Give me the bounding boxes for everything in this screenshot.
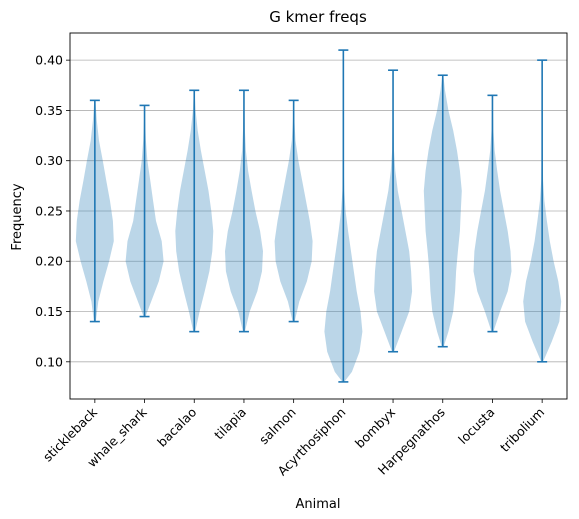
x-tick-label: tribolium xyxy=(497,405,547,455)
x-tick-label: locusta xyxy=(455,405,497,447)
x-axis-label: Animal xyxy=(296,497,341,512)
y-tick-label: 0.35 xyxy=(35,103,63,118)
y-tick-label: 0.20 xyxy=(35,254,63,269)
grid-lines xyxy=(70,59,567,363)
x-tick-label: salmon xyxy=(256,405,299,448)
x-tick-label: bombyx xyxy=(352,405,398,451)
y-tick-label: 0.30 xyxy=(35,153,63,168)
y-tick-label: 0.40 xyxy=(35,53,63,68)
y-tick-label: 0.25 xyxy=(35,203,63,218)
x-tick-label: tilapia xyxy=(211,405,249,443)
chart-title: G kmer freqs xyxy=(269,8,367,26)
y-tick-label: 0.15 xyxy=(35,304,63,319)
y-tick-label: 0.10 xyxy=(35,354,63,369)
y-axis-ticks: 0.10 0.15 0.20 0.25 0.30 0.35 0.40 xyxy=(35,53,70,369)
plot-border xyxy=(69,32,568,400)
y-axis-label: Frequency xyxy=(10,183,25,250)
x-tick-label: bacalao xyxy=(154,405,199,450)
axes-frame xyxy=(69,32,568,400)
violin-bodies xyxy=(75,49,562,383)
